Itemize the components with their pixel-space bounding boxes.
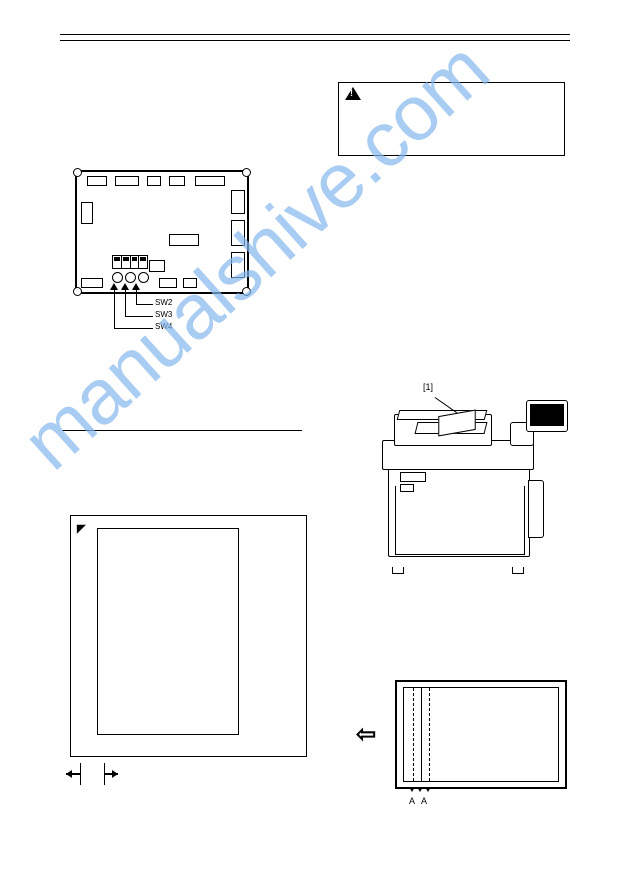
sw-arrow <box>132 283 140 290</box>
feed-dash-line <box>429 688 430 781</box>
pcb-chip <box>147 176 161 186</box>
pcb-chip <box>169 234 199 246</box>
header-double-rule <box>60 34 570 41</box>
pcb-chip <box>115 176 139 186</box>
pcb-figure <box>75 170 249 294</box>
pcb-chip <box>81 202 93 224</box>
feed-inner <box>403 687 559 782</box>
scan-inner-rect <box>97 528 239 735</box>
pcb-hole <box>73 287 82 296</box>
pcb-chip <box>149 260 165 272</box>
feed-solid-line <box>421 688 422 781</box>
a-label: A <box>421 796 427 806</box>
feed-direction-arrow-icon: ⇦ <box>356 720 376 749</box>
origin-mark-icon: ◤ <box>77 522 85 535</box>
pcb-chip <box>195 176 225 186</box>
pcb-hole <box>73 168 82 177</box>
a-label: A <box>409 796 415 806</box>
pcb-chip <box>231 220 245 246</box>
pcb-chip <box>183 278 197 288</box>
sw3-label: SW3 <box>155 310 172 319</box>
pcb-chip <box>231 252 245 278</box>
pcb-dip-switch <box>112 255 148 269</box>
sw-arrow <box>121 283 129 290</box>
feed-figure <box>395 680 567 789</box>
a-labels: A A <box>409 796 427 806</box>
feed-dash-line <box>413 688 414 781</box>
pcb-hole <box>242 287 251 296</box>
pcb-chip <box>159 278 177 288</box>
pcb-chip <box>169 176 185 186</box>
warning-box <box>338 82 565 156</box>
callout-1-label: [1] <box>423 382 433 392</box>
sw-leader <box>114 290 153 329</box>
pcb-hole <box>242 168 251 177</box>
pcb-chip <box>87 176 107 186</box>
sw2-label: SW2 <box>155 298 172 307</box>
scan-frame-figure: ◤ <box>70 515 307 757</box>
pcb-chip <box>231 190 245 214</box>
pcb-chip <box>81 278 103 288</box>
warning-icon <box>345 87 361 100</box>
pcb-switch-buttons <box>112 272 149 283</box>
printer-figure <box>360 370 570 570</box>
sw4-label: SW4 <box>155 322 172 331</box>
scan-measure <box>80 763 114 785</box>
section-rule <box>62 430 302 431</box>
sw-arrow <box>110 283 118 290</box>
